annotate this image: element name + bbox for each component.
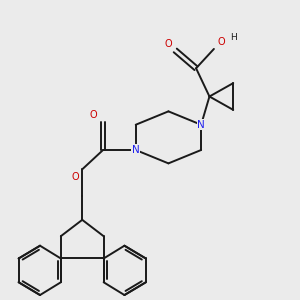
- Text: O: O: [218, 38, 225, 47]
- Text: O: O: [90, 110, 97, 120]
- Text: N: N: [197, 120, 205, 130]
- Text: H: H: [230, 33, 237, 42]
- Text: O: O: [165, 40, 172, 50]
- Text: O: O: [71, 172, 79, 182]
- Text: N: N: [132, 145, 140, 155]
